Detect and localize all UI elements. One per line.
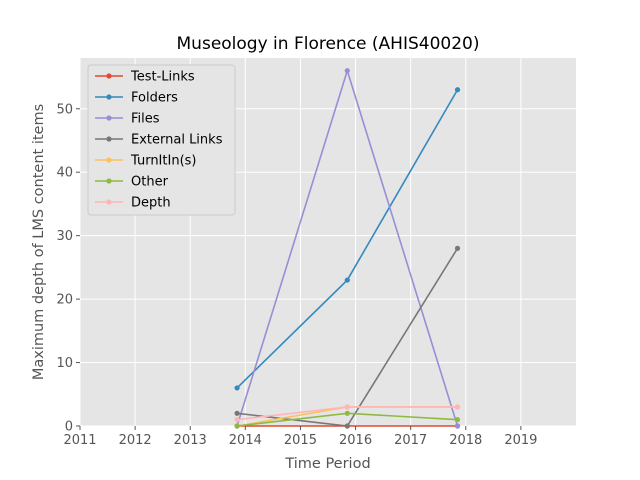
data-point-files xyxy=(344,68,350,74)
x-tick-label: 2012 xyxy=(119,433,152,448)
chart-title: Museology in Florence (AHIS40020) xyxy=(177,34,480,54)
legend-marker-files xyxy=(106,115,112,121)
data-point-external-links xyxy=(454,245,461,251)
legend: Test-Links Folders Files External Links Turn… xyxy=(87,64,236,216)
legend-marker-external-links xyxy=(106,136,112,142)
legend-label-depth: Depth xyxy=(131,196,171,211)
data-point-folders xyxy=(344,277,350,283)
x-tick-label: 2013 xyxy=(174,433,207,448)
data-point-files xyxy=(454,423,461,429)
legend-marker-test-links xyxy=(106,73,112,79)
x-tick-label: 2017 xyxy=(394,433,427,448)
y-tick-label: 40 xyxy=(56,166,73,181)
data-series xyxy=(234,67,461,429)
legend-marker-depth xyxy=(106,199,112,205)
x-tick-label: 2016 xyxy=(339,433,372,448)
y-tick-label: 50 xyxy=(56,102,73,117)
x-tick-label: 2015 xyxy=(284,433,317,448)
y-tick-label: 30 xyxy=(56,229,73,244)
legend-label-turnitin-s: TurnItIn(s) xyxy=(130,154,196,169)
y-tick-label: 10 xyxy=(56,356,73,371)
x-tick-label: 2014 xyxy=(229,433,262,448)
data-point-folders xyxy=(454,87,461,93)
x-axis-title: Time Period xyxy=(284,456,370,472)
y-tick-label: 0 xyxy=(65,420,73,435)
x-tick-label: 2011 xyxy=(63,433,96,448)
legend-box xyxy=(87,64,236,216)
axis-ticks: 2011 2012 2013 2014 2015 2016 2017 2018 2019 0 10 2… xyxy=(56,102,537,448)
x-tick-label: 2019 xyxy=(504,433,537,448)
legend-marker-turnitin-s xyxy=(106,157,112,163)
data-point-depth xyxy=(344,404,350,410)
data-point-depth xyxy=(234,417,240,423)
data-point-external-links xyxy=(344,423,350,429)
legend-label-test-links: Test-Links xyxy=(130,70,195,85)
legend-marker-folders xyxy=(106,94,112,100)
x-tick-label: 2018 xyxy=(449,433,482,448)
y-axis-title: Maximum depth of LMS content items xyxy=(31,104,47,380)
data-point-external-links xyxy=(234,410,240,416)
data-point-depth xyxy=(454,404,461,410)
legend-marker-other xyxy=(106,178,112,184)
data-point-folders xyxy=(234,385,240,391)
legend-label-folders: Folders xyxy=(131,91,178,106)
data-point-other xyxy=(454,417,461,423)
legend-label-other: Other xyxy=(131,175,169,190)
data-point-other xyxy=(344,410,350,416)
y-tick-label: 20 xyxy=(56,293,73,308)
data-point-other xyxy=(234,423,240,429)
legend-label-files: Files xyxy=(131,112,160,127)
legend-label-external-links: External Links xyxy=(131,133,223,148)
